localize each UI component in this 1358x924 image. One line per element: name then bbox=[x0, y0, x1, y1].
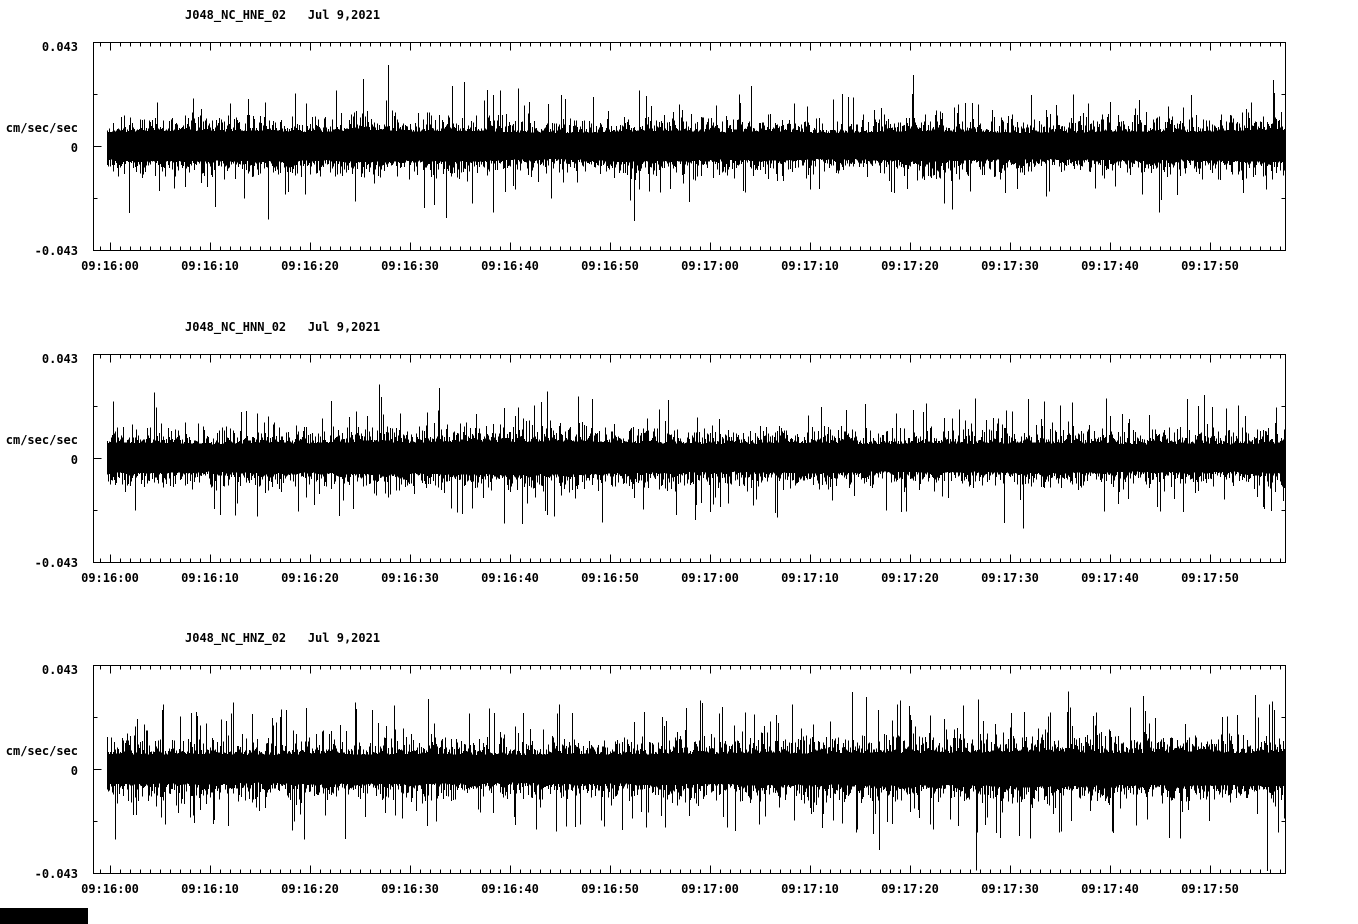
axis-ticks bbox=[93, 42, 1286, 251]
x-tick-label: 09:16:40 bbox=[481, 571, 539, 585]
seismogram-panel-hnz: J048_NC_HNZ_02 Jul 9,2021 0.043 cm/sec/s… bbox=[0, 623, 1358, 923]
y-tick-label-max: 0.043 bbox=[41, 663, 78, 677]
x-tick-label: 09:16:20 bbox=[281, 882, 339, 896]
y-tick-label-max: 0.043 bbox=[41, 40, 78, 54]
x-tick-label: 09:16:10 bbox=[181, 259, 239, 273]
x-tick-label: 09:17:10 bbox=[781, 882, 839, 896]
x-tick-label: 09:17:40 bbox=[1081, 571, 1139, 585]
axis-ticks bbox=[93, 354, 1286, 563]
y-tick-label-zero: 0 bbox=[70, 764, 78, 778]
x-tick-label: 09:17:40 bbox=[1081, 882, 1139, 896]
trace-title: J048_NC_HNN_02 Jul 9,2021 bbox=[185, 320, 381, 334]
seismogram-panel-hne: J048_NC_HNE_02 Jul 9,2021 0.043 cm/sec/s… bbox=[0, 0, 1358, 300]
x-tick-label: 09:16:00 bbox=[81, 882, 139, 896]
waveform-trace bbox=[107, 384, 1286, 529]
x-tick-label: 09:16:00 bbox=[81, 571, 139, 585]
x-tick-label: 09:16:30 bbox=[381, 882, 439, 896]
x-tick-label: 09:16:30 bbox=[381, 259, 439, 273]
waveform-plot-hnz: 09:16:00 09:16:10 09:16:20 09:16:30 09:16:40… bbox=[81, 665, 1286, 896]
x-tick-label: 09:17:10 bbox=[781, 571, 839, 585]
y-axis-unit-label: cm/sec/sec bbox=[5, 121, 78, 135]
x-tick-label: 09:17:30 bbox=[981, 259, 1039, 273]
waveform-plot-hnn: 09:16:00 09:16:10 09:16:20 09:16:30 09:16:40… bbox=[81, 354, 1286, 585]
trace-title: J048_NC_HNZ_02 Jul 9,2021 bbox=[185, 631, 381, 645]
x-tick-label: 09:16:30 bbox=[381, 571, 439, 585]
x-tick-label: 09:16:10 bbox=[181, 571, 239, 585]
waveform-trace bbox=[107, 65, 1286, 221]
seismogram-panel-hnn: J048_NC_HNN_02 Jul 9,2021 0.043 cm/sec/s… bbox=[0, 312, 1358, 612]
y-axis-unit-label: cm/sec/sec bbox=[5, 744, 78, 758]
x-tick-label: 09:16:40 bbox=[481, 882, 539, 896]
y-axis-unit-label: cm/sec/sec bbox=[5, 433, 78, 447]
x-tick-label: 09:16:20 bbox=[281, 259, 339, 273]
y-tick-label-max: 0.043 bbox=[41, 352, 78, 366]
x-tick-label: 09:17:40 bbox=[1081, 259, 1139, 273]
bottom-left-black-bar bbox=[0, 908, 88, 924]
x-tick-label: 09:17:30 bbox=[981, 882, 1039, 896]
x-tick-label: 09:17:00 bbox=[681, 882, 739, 896]
x-tick-label: 09:16:10 bbox=[181, 882, 239, 896]
x-tick-label: 09:17:00 bbox=[681, 259, 739, 273]
x-tick-label: 09:17:20 bbox=[881, 571, 939, 585]
y-tick-label-zero: 0 bbox=[70, 453, 78, 467]
waveform-trace bbox=[107, 691, 1286, 871]
y-tick-label-min: -0.043 bbox=[34, 556, 78, 570]
x-tick-label: 09:16:50 bbox=[581, 882, 639, 896]
x-tick-label: 09:17:50 bbox=[1181, 882, 1239, 896]
x-tick-label: 09:16:50 bbox=[581, 571, 639, 585]
x-tick-label: 09:16:40 bbox=[481, 259, 539, 273]
x-tick-label: 09:17:30 bbox=[981, 571, 1039, 585]
waveform-plot-hne: 09:16:00 09:16:10 09:16:20 09:16:30 09:16:40… bbox=[81, 42, 1286, 273]
x-tick-label: 09:17:00 bbox=[681, 571, 739, 585]
x-tick-label: 09:17:20 bbox=[881, 259, 939, 273]
y-tick-label-zero: 0 bbox=[70, 141, 78, 155]
x-tick-label: 09:16:50 bbox=[581, 259, 639, 273]
x-tick-label: 09:17:50 bbox=[1181, 259, 1239, 273]
x-tick-label: 09:16:00 bbox=[81, 259, 139, 273]
x-tick-label: 09:17:20 bbox=[881, 882, 939, 896]
x-tick-label: 09:17:50 bbox=[1181, 571, 1239, 585]
y-tick-label-min: -0.043 bbox=[34, 867, 78, 881]
x-tick-label: 09:17:10 bbox=[781, 259, 839, 273]
trace-title: J048_NC_HNE_02 Jul 9,2021 bbox=[185, 8, 381, 22]
axis-ticks bbox=[93, 665, 1286, 874]
x-tick-label: 09:16:20 bbox=[281, 571, 339, 585]
y-tick-label-min: -0.043 bbox=[34, 244, 78, 258]
